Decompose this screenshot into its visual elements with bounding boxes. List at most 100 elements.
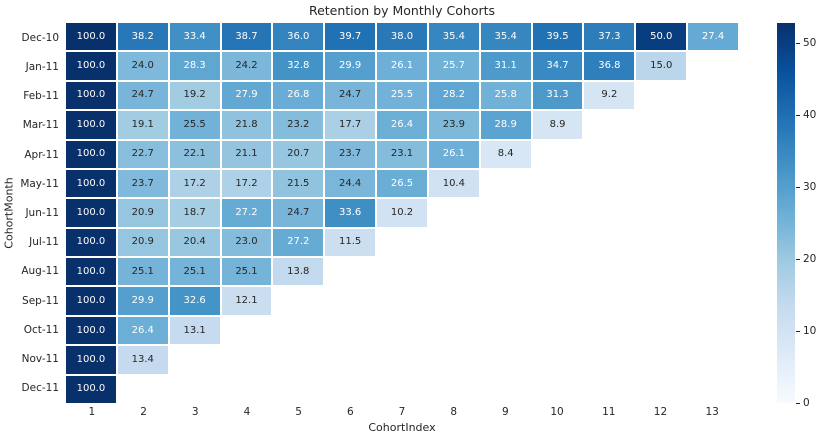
heatmap-cell: 13.1 bbox=[169, 316, 220, 345]
heatmap-cell-empty bbox=[377, 317, 427, 344]
heatmap-cell: 36.8 bbox=[584, 52, 635, 80]
heatmap-cell-empty bbox=[273, 346, 323, 373]
heatmap-cell-empty bbox=[377, 376, 427, 403]
x-tick-label: 1 bbox=[88, 406, 96, 418]
heatmap-cell-empty bbox=[429, 199, 479, 226]
heatmap-cell-empty bbox=[584, 376, 634, 403]
heatmap-cell-empty bbox=[533, 287, 583, 314]
heatmap-cell: 100.0 bbox=[66, 228, 116, 257]
y-tick-label: Oct-11 bbox=[23, 323, 59, 336]
heatmap-cell: 8.4 bbox=[480, 140, 531, 168]
heatmap-cell-empty bbox=[377, 287, 427, 314]
heatmap-cell: 24.4 bbox=[325, 169, 376, 198]
x-tick-label: 2 bbox=[140, 406, 147, 418]
heatmap-cell: 23.7 bbox=[117, 169, 168, 198]
heatmap-cell: 100.0 bbox=[66, 316, 116, 345]
heatmap-cell-empty bbox=[429, 287, 479, 314]
x-axis-tick-labels: 1 2 3 4 5 6 7 8 9 10 11 12 13 bbox=[66, 406, 738, 422]
heatmap-cell: 100.0 bbox=[66, 287, 116, 315]
heatmap-cell: 100.0 bbox=[66, 52, 116, 80]
heatmap-cell: 24.0 bbox=[117, 52, 168, 80]
heatmap-cell: 27.2 bbox=[221, 199, 272, 227]
heatmap-cell: 8.9 bbox=[532, 111, 583, 139]
heatmap-cell: 33.6 bbox=[325, 199, 376, 227]
heatmap-cell: 25.1 bbox=[221, 258, 272, 286]
colorbar-tick-mark bbox=[796, 403, 800, 404]
heatmap-cell: 28.9 bbox=[480, 111, 531, 139]
heatmap-cell: 23.9 bbox=[428, 111, 479, 139]
heatmap-cell: 29.9 bbox=[325, 52, 376, 80]
heatmap-cell-empty bbox=[533, 199, 583, 226]
heatmap-cell: 19.2 bbox=[169, 81, 220, 110]
x-tick-label: 6 bbox=[346, 406, 354, 418]
heatmap-cell: 26.1 bbox=[428, 140, 479, 168]
colorbar-tick-label: 50 bbox=[803, 37, 817, 50]
heatmap-cell-empty bbox=[584, 258, 634, 285]
heatmap-cell: 26.4 bbox=[117, 316, 168, 345]
heatmap-cell-empty bbox=[377, 258, 427, 285]
heatmap-cell: 23.0 bbox=[221, 228, 272, 257]
heatmap-cell: 13.8 bbox=[273, 258, 324, 286]
heatmap-cell: 28.3 bbox=[169, 52, 220, 80]
heatmap-cell-empty bbox=[636, 141, 686, 168]
heatmap-cell-empty bbox=[325, 258, 375, 285]
heatmap-cell-empty bbox=[636, 317, 686, 344]
heatmap-cell-empty bbox=[118, 376, 168, 403]
colorbar-tick-mark bbox=[796, 331, 800, 333]
heatmap-cell: 25.7 bbox=[428, 52, 479, 80]
heatmap-cell-empty bbox=[636, 82, 686, 109]
heatmap-cell: 24.7 bbox=[117, 81, 168, 110]
heatmap-cell-empty bbox=[481, 376, 531, 403]
heatmap-cell-empty bbox=[688, 52, 738, 79]
heatmap-cell-empty bbox=[688, 111, 738, 138]
heatmap-cell-empty bbox=[377, 346, 427, 373]
heatmap-cell: 34.7 bbox=[532, 52, 583, 80]
colorbar-tick-mark bbox=[796, 43, 800, 45]
heatmap-cell: 23.2 bbox=[273, 111, 324, 139]
colorbar-tick-label: 30 bbox=[803, 181, 817, 194]
colorbar-tick-mark bbox=[796, 259, 800, 261]
heatmap-cell: 31.1 bbox=[480, 52, 531, 80]
heatmap-cell: 17.2 bbox=[169, 169, 220, 198]
heatmap-cell-empty bbox=[481, 170, 531, 197]
y-tick-label: Jan-11 bbox=[25, 60, 59, 73]
heatmap-cell: 27.4 bbox=[688, 23, 738, 51]
heatmap-cell: 100.0 bbox=[66, 111, 116, 139]
x-axis-label: CohortIndex bbox=[368, 421, 436, 434]
heatmap-cell-empty bbox=[273, 376, 323, 403]
heatmap-cell-empty bbox=[429, 376, 479, 403]
x-tick-label: 7 bbox=[398, 406, 406, 418]
heatmap-grid: 100.0 38.2 33.4 38.7 36.0 39.7 38.0 35.4 35.4 39.… bbox=[66, 23, 738, 403]
y-tick-label: May-11 bbox=[20, 177, 59, 190]
heatmap-cell: 24.2 bbox=[221, 52, 272, 80]
heatmap-cell-empty bbox=[636, 346, 686, 373]
heatmap-cell-empty bbox=[429, 346, 479, 373]
heatmap-cell: 32.6 bbox=[169, 287, 220, 315]
colorbar-tick-mark bbox=[796, 187, 800, 189]
heatmap-cell-empty bbox=[481, 287, 531, 314]
heatmap-cell: 21.5 bbox=[273, 169, 324, 198]
heatmap-cell-empty bbox=[688, 346, 738, 373]
heatmap-cell: 100.0 bbox=[66, 346, 116, 374]
heatmap-cell: 26.8 bbox=[273, 81, 324, 110]
heatmap-cell-empty bbox=[222, 317, 272, 344]
heatmap-cell-empty bbox=[688, 170, 738, 197]
heatmap-cell: 25.8 bbox=[480, 81, 531, 110]
heatmap-cell: 100.0 bbox=[66, 23, 116, 51]
heatmap-cell-empty bbox=[688, 376, 738, 403]
x-tick-label: 3 bbox=[191, 406, 199, 418]
heatmap-cell-empty bbox=[636, 170, 686, 197]
heatmap-cell-empty bbox=[222, 346, 272, 373]
heatmap-cell: 20.9 bbox=[117, 228, 168, 257]
heatmap-cell-empty bbox=[636, 258, 686, 285]
y-tick-label: Mar-11 bbox=[22, 119, 59, 132]
heatmap-cell-empty bbox=[533, 141, 583, 168]
heatmap-cell: 26.4 bbox=[377, 111, 427, 139]
heatmap-cell: 29.9 bbox=[117, 287, 168, 315]
heatmap-cell: 24.7 bbox=[273, 199, 324, 227]
x-tick-label: 9 bbox=[502, 406, 509, 418]
colorbar-tick-label: 40 bbox=[803, 109, 817, 122]
heatmap-cell-empty bbox=[429, 317, 479, 344]
heatmap-cell: 25.5 bbox=[169, 111, 220, 139]
